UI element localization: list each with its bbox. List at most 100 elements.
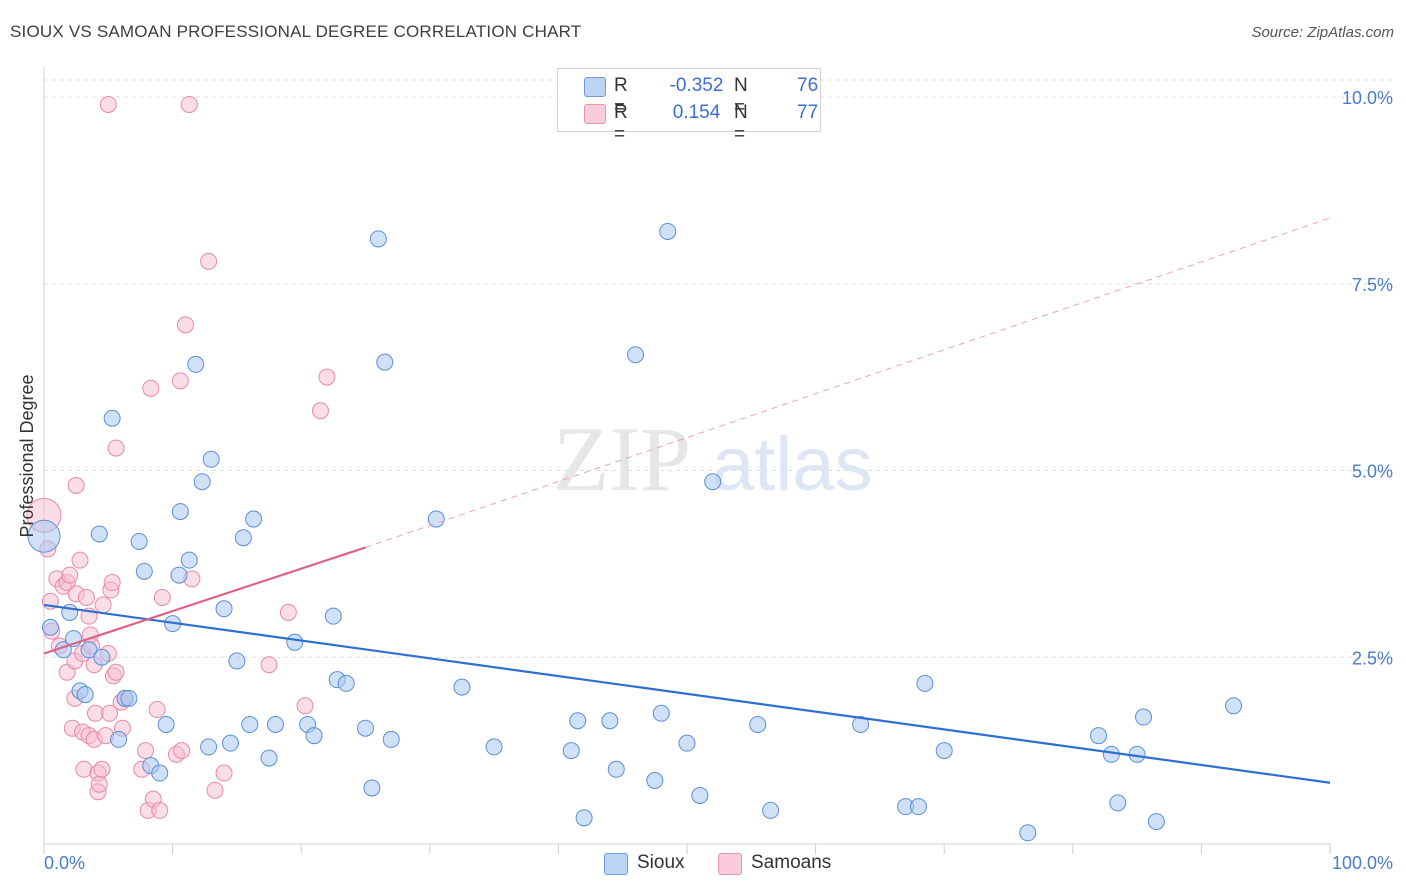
sioux-point xyxy=(151,764,169,782)
sioux-point xyxy=(1147,813,1165,831)
sioux-point xyxy=(627,346,645,364)
sioux-point xyxy=(762,801,780,819)
y-tick-label: 7.5% xyxy=(1352,275,1393,295)
sioux-point xyxy=(652,704,670,722)
y-tick-label: 2.5% xyxy=(1352,648,1393,668)
samoan-point xyxy=(67,476,85,494)
correlation-legend: R = -0.352 N = 76 R = 0.154 N = 77 xyxy=(557,68,821,145)
y-tick-label: 5.0% xyxy=(1352,462,1393,482)
sioux-point xyxy=(357,719,374,737)
samoan-swatch xyxy=(584,104,606,124)
samoan-point xyxy=(200,252,218,270)
sioux-point xyxy=(646,772,664,790)
sioux-point xyxy=(1135,708,1153,726)
sioux-point xyxy=(704,473,722,491)
sioux-swatch xyxy=(584,77,606,97)
sioux-point xyxy=(260,749,278,767)
samoan-points xyxy=(26,95,336,819)
sioux-point xyxy=(601,712,619,730)
sioux-legend-swatch xyxy=(604,853,628,875)
sioux-point xyxy=(909,798,927,816)
sioux-point xyxy=(1225,697,1243,715)
samoan-point xyxy=(311,402,329,420)
sioux-point xyxy=(135,562,153,580)
samoan-n-value: 77 xyxy=(797,102,819,123)
samoan-point xyxy=(71,551,89,569)
samoan-point xyxy=(99,95,117,113)
samoan-point xyxy=(260,656,278,674)
y-axis-label: Professional Degree xyxy=(17,374,37,537)
r-label: R = xyxy=(614,102,628,145)
sioux-point xyxy=(241,715,259,733)
sioux-point xyxy=(170,566,188,584)
sioux-point xyxy=(659,222,677,240)
sioux-r-value: -0.352 xyxy=(669,75,724,96)
sioux-point xyxy=(221,734,239,752)
sioux-point xyxy=(363,779,381,797)
sioux-point xyxy=(305,727,323,745)
samoan-point xyxy=(180,95,198,113)
samoan-point xyxy=(296,697,314,715)
samoan-legend-label: Samoans xyxy=(751,852,832,873)
grid-lines xyxy=(44,79,1392,658)
sioux-point xyxy=(266,715,284,733)
samoan-point xyxy=(176,316,194,334)
sioux-point xyxy=(337,674,355,692)
sioux-point xyxy=(187,355,205,373)
sioux-n-value: 76 xyxy=(797,75,819,96)
sioux-point xyxy=(130,532,148,550)
sioux-point xyxy=(80,641,98,659)
tick-labels: 2.5% 5.0% 7.5% 10.0% 0.0% 100.0% xyxy=(44,88,1393,873)
sioux-point xyxy=(376,353,394,371)
sioux-point xyxy=(569,712,587,730)
sioux-point xyxy=(27,519,61,553)
samoan-point xyxy=(151,801,169,819)
sioux-point xyxy=(1019,824,1037,842)
sioux-point xyxy=(691,786,709,804)
samoan-point xyxy=(103,574,121,592)
samoan-point xyxy=(137,742,155,760)
chart-title: SIOUX VS SAMOAN PROFESSIONAL DEGREE CORR… xyxy=(10,22,582,41)
sioux-point xyxy=(193,473,211,491)
samoan-point xyxy=(77,588,95,606)
samoan-point xyxy=(318,368,336,386)
sioux-point xyxy=(369,230,387,248)
sioux-point xyxy=(245,510,263,528)
samoan-point xyxy=(93,760,111,778)
samoan-trend-line xyxy=(43,546,366,655)
trend-lines xyxy=(43,217,1331,784)
sioux-point xyxy=(935,742,953,760)
samoan-point xyxy=(107,663,125,681)
sioux-point xyxy=(382,730,400,748)
sioux-point xyxy=(110,730,128,748)
r-label: R = xyxy=(614,75,628,118)
samoan-point xyxy=(171,372,189,390)
sioux-point xyxy=(678,734,696,752)
sioux-point xyxy=(1109,794,1127,812)
sioux-point xyxy=(234,529,252,547)
samoan-point xyxy=(90,775,108,793)
sioux-point xyxy=(575,809,593,827)
axes xyxy=(43,67,1331,854)
samoan-point xyxy=(75,760,93,778)
sioux-point xyxy=(90,525,108,543)
samoan-legend-swatch xyxy=(718,853,742,875)
samoan-point xyxy=(148,701,166,719)
sioux-point xyxy=(120,689,138,707)
sioux-point xyxy=(76,686,94,704)
sioux-trend-line xyxy=(43,603,1331,784)
sioux-point xyxy=(215,600,233,618)
samoan-point xyxy=(107,439,125,457)
sioux-point xyxy=(202,450,220,468)
sioux-point xyxy=(453,678,471,696)
samoan-point xyxy=(153,588,171,606)
samoan-point xyxy=(142,379,160,397)
samoan-r-value: 0.154 xyxy=(672,102,721,123)
watermark-zip: ZIP xyxy=(553,408,691,510)
y-tick-label: 10.0% xyxy=(1342,88,1393,108)
sioux-point xyxy=(228,652,246,670)
samoan-point xyxy=(279,603,297,621)
sioux-point xyxy=(916,674,934,692)
sioux-point xyxy=(200,738,218,756)
sioux-point xyxy=(852,715,870,733)
